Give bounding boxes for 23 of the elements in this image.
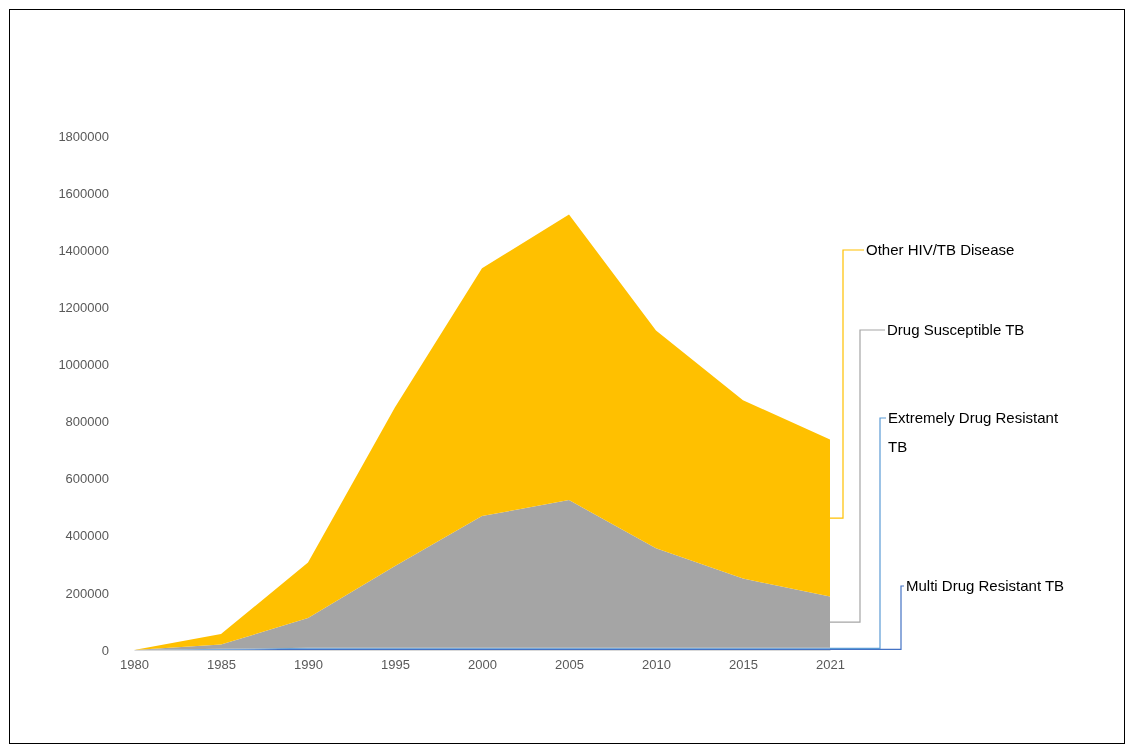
text: Extremely Drug Resistant TB (888, 409, 1059, 455)
x-tick-label: 1990 (294, 657, 323, 673)
y-tick-label: 800000 (65, 414, 109, 430)
text: Drug Susceptible TB (887, 321, 1025, 339)
x-tick-label: 2005 (555, 657, 584, 673)
x-tick-label: 2010 (642, 657, 671, 673)
x-tick-label: 1985 (207, 657, 236, 673)
y-tick-label: 400000 (65, 528, 109, 544)
y-tick-label: 1600000 (58, 185, 109, 201)
x-tick-label: 1995 (381, 657, 410, 673)
text: Other HIV/TB Disease (866, 241, 1015, 259)
y-tick-label: 1800000 (58, 128, 109, 144)
y-tick-label: 1400000 (58, 242, 109, 258)
x-tick-label: 1980 (120, 657, 149, 673)
y-tick-label: 1200000 (58, 299, 109, 315)
y-tick-label: 200000 (65, 585, 109, 601)
y-tick-label: 1000000 (58, 357, 109, 373)
y-tick-label: 600000 (65, 471, 109, 487)
y-tick-label: 0 (101, 642, 109, 658)
x-tick-label: 2015 (729, 657, 758, 673)
text: Multi Drug Resistant TB (906, 577, 1065, 595)
x-tick-label: 2000 (468, 657, 497, 673)
x-tick-label: 2021 (816, 657, 845, 673)
